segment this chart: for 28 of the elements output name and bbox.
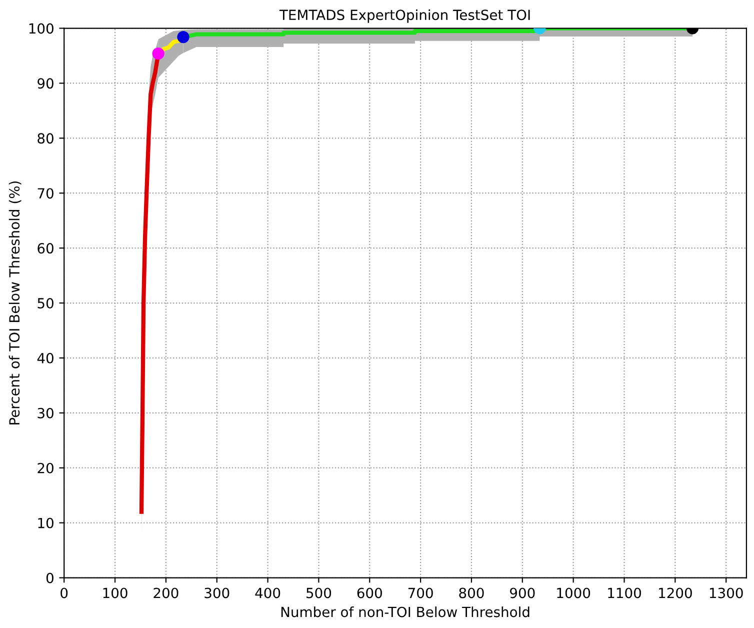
x-tick-label: 600 bbox=[357, 588, 382, 598]
y-axis-title: Percent of TOI Below Threshold (%) bbox=[8, 181, 22, 424]
y-tick-label: 50 bbox=[38, 298, 54, 308]
x-tick-label: 200 bbox=[154, 588, 178, 598]
y-tick-label: 40 bbox=[37, 352, 54, 364]
x-tick-label: 1000 bbox=[557, 588, 590, 598]
y-tick-label: 60 bbox=[38, 243, 54, 254]
y-tick-label: 100 bbox=[29, 23, 54, 34]
x-tick-label: 800 bbox=[459, 588, 484, 598]
y-tick-label: 70 bbox=[38, 188, 54, 199]
x-tick-label: 1100 bbox=[608, 588, 641, 598]
y-tick-label: 10 bbox=[38, 518, 54, 528]
x-tick-label: 400 bbox=[255, 588, 280, 598]
y-tick-label: 90 bbox=[38, 78, 54, 89]
x-tick-label: 1200 bbox=[659, 588, 692, 598]
x-axis-title: Number of non-TOI Below Threshold bbox=[281, 606, 530, 618]
y-tick-label: 80 bbox=[38, 133, 54, 144]
x-tick-label: 900 bbox=[510, 588, 535, 598]
x-tick-label: 0 bbox=[60, 588, 68, 598]
y-tick-label: 0 bbox=[46, 572, 54, 584]
x-tick-label: 500 bbox=[306, 588, 332, 598]
y-tick-label: 30 bbox=[38, 408, 54, 418]
x-tick-label: 1300 bbox=[710, 588, 743, 598]
x-tick-label: 100 bbox=[103, 588, 128, 598]
x-tick-label: 700 bbox=[408, 588, 433, 598]
chart-title: TEMTADS ExpertOpinion TestSet TOI bbox=[279, 9, 530, 23]
y-tick-label: 20 bbox=[38, 462, 54, 474]
x-tick-label: 300 bbox=[204, 588, 230, 598]
